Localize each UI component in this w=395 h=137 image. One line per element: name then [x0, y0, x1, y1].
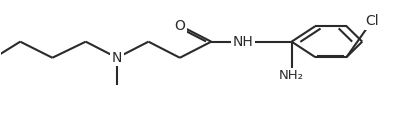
- Text: NH₂: NH₂: [279, 69, 304, 82]
- Text: Cl: Cl: [365, 14, 379, 28]
- Text: N: N: [112, 51, 122, 65]
- Text: O: O: [175, 18, 185, 33]
- Text: NH: NH: [232, 35, 253, 49]
